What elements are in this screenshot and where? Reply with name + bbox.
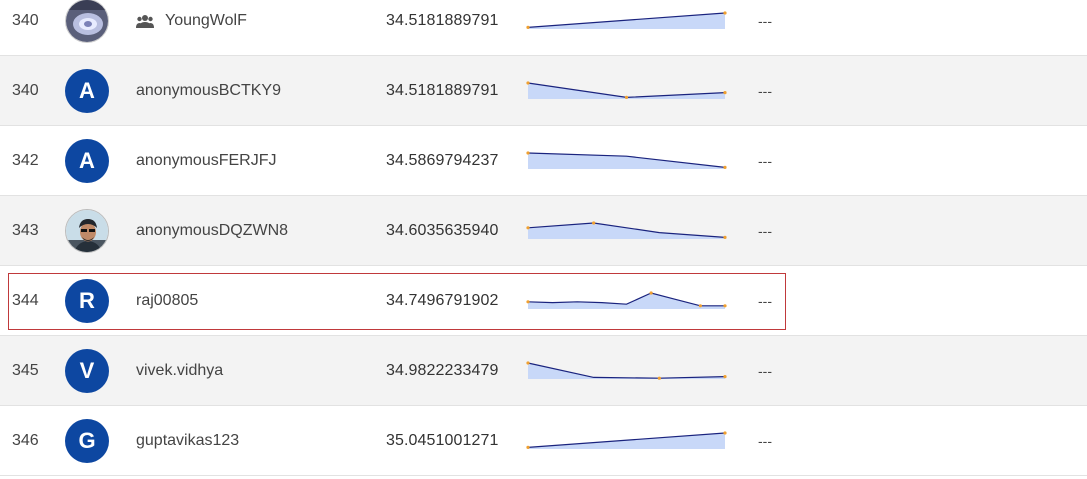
sparkline-point [723,11,727,15]
user-name-link[interactable]: vivek.vidhya [136,362,224,379]
sparkline-area [528,153,725,169]
sparkline-point [624,95,629,99]
sparkline-line [527,362,726,379]
sparkline-point [649,291,653,295]
sparkline-point [657,376,661,380]
rank-cell: 344 [12,292,39,309]
sparkline-point [723,165,727,169]
rank-change-cell: --- [758,13,772,29]
rank-cell: 343 [12,222,39,239]
score-trend-sparkline [526,361,727,380]
rank-change-cell: --- [758,153,772,169]
device-photo-avatar[interactable] [65,0,109,43]
table-row[interactable]: 340 A anonymousBCTKY9 34.5181889791 --- [0,56,1087,126]
sparkline-point [526,300,530,304]
score-cell: 34.5869794237 [386,152,499,169]
sparkline-area [528,363,725,379]
sparkline-area [528,293,725,309]
letter-avatar[interactable]: G [65,419,109,463]
letter-avatar[interactable]: A [65,139,109,183]
rank-cell: 346 [12,432,39,449]
sparkline-point [723,304,727,308]
sparkline-point [526,361,530,365]
user-name-link[interactable]: YoungWolF [165,12,247,29]
sparkline-point [526,445,530,449]
score-cell: 35.0451001271 [386,432,499,449]
score-trend-sparkline [526,291,727,309]
sparkline-point [526,81,530,85]
person-photo-avatar[interactable] [65,209,109,253]
sparkline-point [723,91,727,95]
score-cell: 34.7496791902 [386,292,499,309]
table-row[interactable]: 344 R raj00805 34.7496791902 --- [0,266,1087,336]
rank-change-cell: --- [758,223,772,239]
sparkline-point [592,221,596,225]
user-name-link[interactable]: anonymousFERJFJ [136,152,277,169]
rank-cell: 345 [12,362,39,379]
score-trend-sparkline [526,11,727,29]
sparkline-point [698,304,702,308]
score-cell: 34.5181889791 [386,12,499,29]
table-row[interactable]: 343 anonymousDQZWN8 34.6035635940 --- [0,196,1087,266]
sparkline-point [526,151,530,155]
rank-change-cell: --- [758,433,772,449]
rank-cell: 342 [12,152,39,169]
user-name-link[interactable]: guptavikas123 [136,432,240,449]
user-name-link[interactable]: raj00805 [136,292,199,309]
table-row[interactable]: 345 V vivek.vidhya 34.9822233479 --- [0,336,1087,406]
user-name-link[interactable]: anonymousDQZWN8 [136,222,289,239]
letter-avatar[interactable]: R [65,279,109,323]
user-name-link[interactable]: anonymousBCTKY9 [136,82,281,99]
rank-change-cell: --- [758,83,772,99]
rank-change-cell: --- [758,363,772,379]
letter-avatar[interactable]: V [65,349,109,393]
table-row[interactable]: 340 YoungWolF 34.5181889791 --- [0,0,1087,56]
sparkline-line [527,12,726,28]
team-people-icon [136,14,154,28]
score-trend-sparkline [526,221,727,239]
rank-cell: 340 [12,82,39,99]
sparkline-line [527,152,726,168]
sparkline-point [723,375,727,379]
score-trend-sparkline [526,431,727,449]
score-trend-sparkline [526,81,727,99]
score-cell: 34.6035635940 [386,222,499,239]
score-cell: 34.9822233479 [386,362,499,379]
table-row[interactable]: 346 G guptavikas123 35.0451001271 --- [0,406,1087,476]
sparkline-line [527,292,725,307]
sparkline-point [723,235,727,239]
score-trend-sparkline [526,151,727,169]
sparkline-point [526,226,530,230]
sparkline-point [526,25,530,29]
rank-cell: 340 [12,12,39,29]
table-row[interactable]: 342 A anonymousFERJFJ 34.5869794237 --- [0,126,1087,196]
score-cell: 34.5181889791 [386,82,499,99]
sparkline-line [527,222,726,238]
sparkline-point [723,431,727,435]
sparkline-area [528,223,725,239]
sparkline-line [527,432,726,448]
letter-avatar[interactable]: A [65,69,109,113]
rank-change-cell: --- [758,293,772,309]
